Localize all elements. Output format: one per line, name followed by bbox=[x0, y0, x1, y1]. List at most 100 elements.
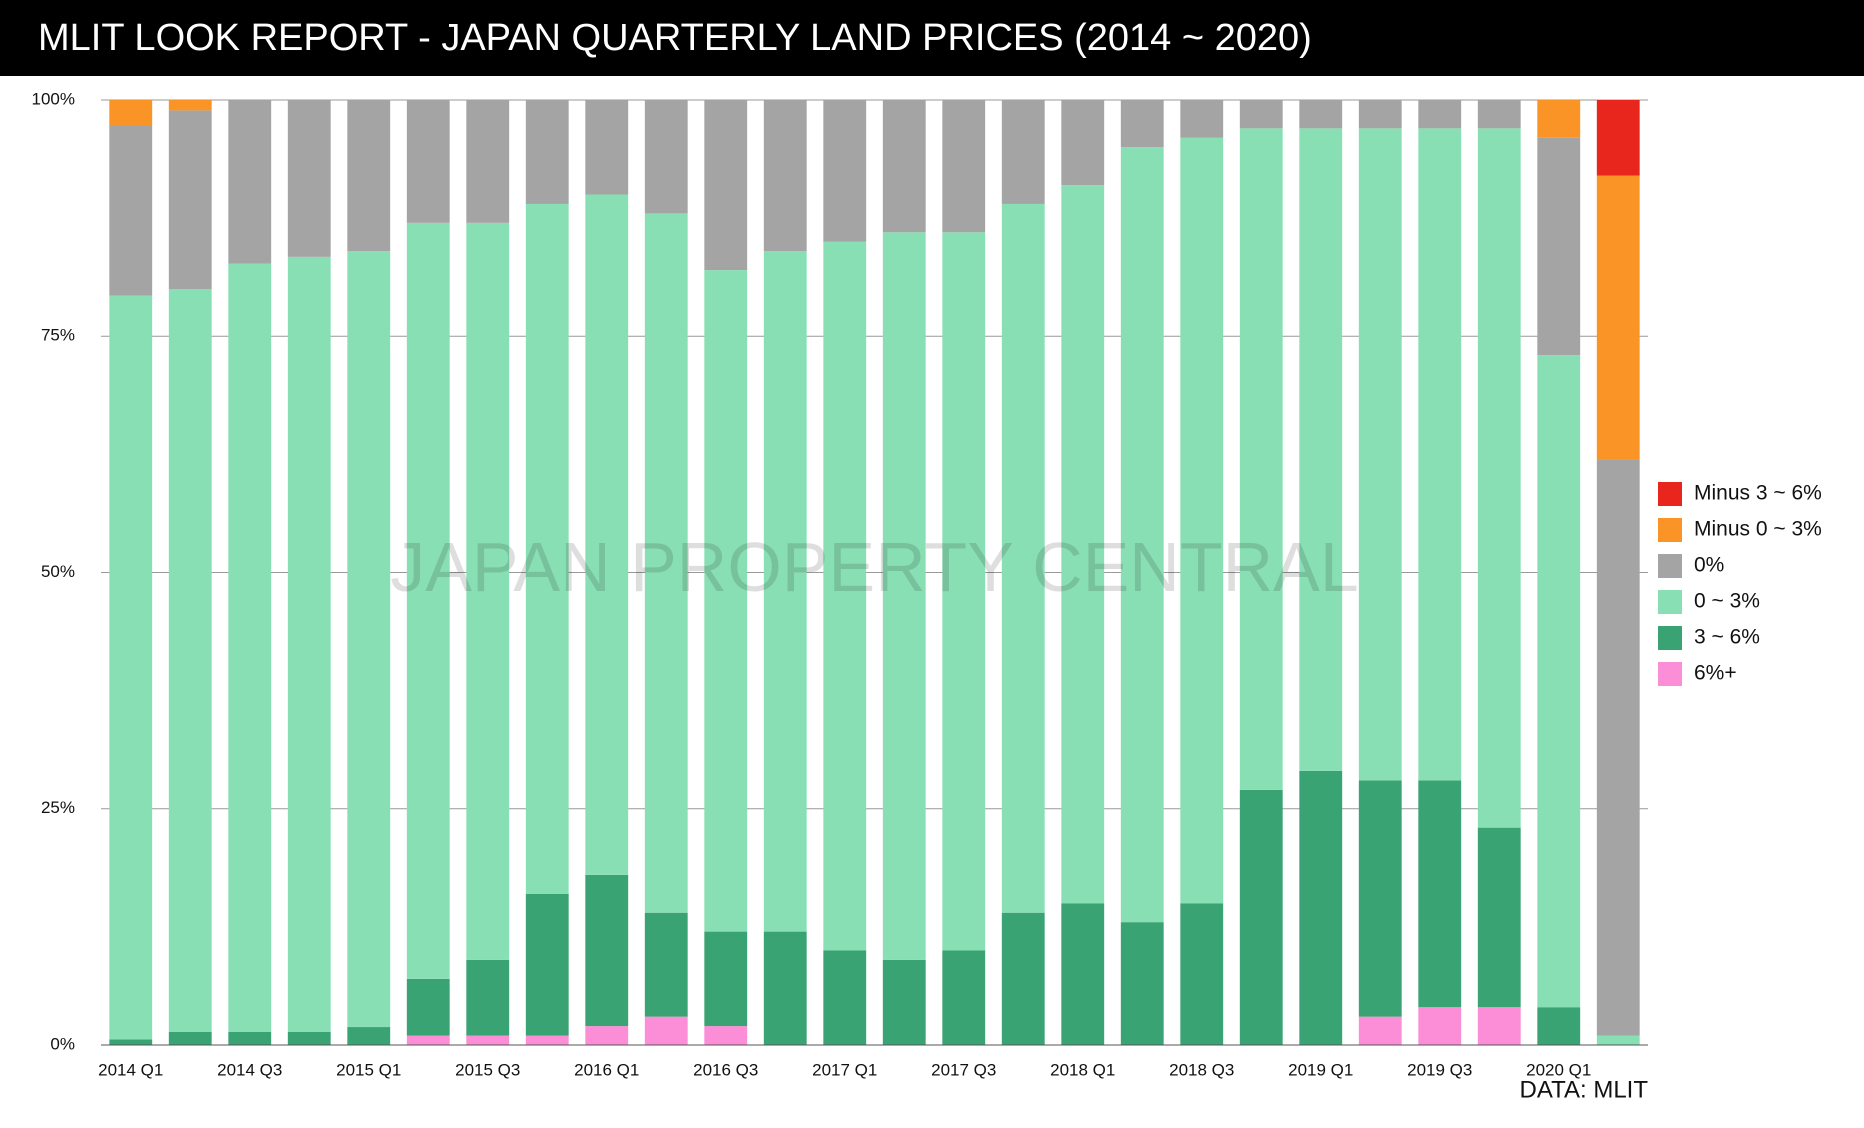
bar-segment bbox=[168, 1031, 212, 1045]
bar-segment bbox=[109, 1039, 153, 1045]
bar-segment bbox=[228, 1031, 272, 1045]
bar-segment bbox=[466, 1035, 510, 1045]
bar-segment bbox=[109, 295, 153, 1040]
bar-segment bbox=[942, 100, 986, 233]
bar-segment bbox=[1418, 780, 1462, 1008]
bar-segment bbox=[1180, 137, 1224, 904]
x-tick-label: 2016 Q3 bbox=[693, 1060, 758, 1079]
legend-label: 0 ~ 3% bbox=[1694, 590, 1760, 613]
bar-segment bbox=[644, 213, 688, 913]
bar-segment bbox=[763, 251, 807, 932]
bar-segment bbox=[1239, 100, 1283, 129]
bar-segment bbox=[585, 874, 629, 1027]
bar-segment bbox=[406, 1035, 450, 1045]
x-tick-label: 2018 Q3 bbox=[1169, 1060, 1234, 1079]
source: DATA: MLIT bbox=[1520, 1076, 1649, 1103]
bar-segment bbox=[1120, 922, 1164, 1045]
bar-segment bbox=[1239, 128, 1283, 790]
x-tick-label: 2019 Q1 bbox=[1288, 1060, 1353, 1079]
bar-segment bbox=[1299, 128, 1343, 771]
bar-segment bbox=[109, 125, 153, 296]
bar-segment bbox=[1120, 147, 1164, 923]
bar-segment bbox=[287, 1031, 331, 1045]
bar-segment bbox=[525, 893, 569, 1036]
bar-segment bbox=[1120, 100, 1164, 148]
bar-segment bbox=[823, 241, 867, 951]
bar-segment bbox=[347, 251, 391, 1028]
legend-label: Minus 3 ~ 6% bbox=[1694, 482, 1822, 505]
bar-segment bbox=[1180, 100, 1224, 138]
legend-label: Minus 0 ~ 3% bbox=[1694, 518, 1822, 541]
bar-segment bbox=[1537, 355, 1581, 1008]
bar-segment bbox=[287, 100, 331, 257]
bar-segment bbox=[525, 100, 569, 204]
watermark: JAPAN PROPERTY CENTRAL bbox=[390, 528, 1359, 606]
bar-segment bbox=[1001, 203, 1045, 913]
bar-segment bbox=[942, 232, 986, 951]
bar-segment bbox=[1001, 100, 1045, 204]
bar-segment bbox=[1418, 100, 1462, 129]
bar-segment bbox=[1358, 1016, 1402, 1045]
legend-label: 6%+ bbox=[1694, 662, 1737, 685]
title-bar bbox=[0, 0, 1864, 76]
bar-segment bbox=[1358, 128, 1402, 781]
x-tick-label: 2015 Q3 bbox=[455, 1060, 520, 1079]
bar-segment bbox=[1477, 128, 1521, 828]
x-tick-label: 2017 Q1 bbox=[812, 1060, 877, 1079]
bar-segment bbox=[704, 931, 748, 1027]
bar-segment bbox=[466, 222, 510, 960]
bar-segment bbox=[1596, 100, 1640, 176]
bar-segment bbox=[882, 232, 926, 960]
y-tick-label: 0% bbox=[50, 1034, 75, 1053]
bar-segment bbox=[228, 263, 272, 1032]
bar-segment bbox=[109, 100, 153, 126]
legend-label: 0% bbox=[1694, 554, 1724, 577]
bar-segment bbox=[823, 950, 867, 1045]
bar-segment bbox=[1418, 1007, 1462, 1045]
bar-segment bbox=[942, 950, 986, 1045]
bar-segment bbox=[644, 912, 688, 1017]
bar-segment bbox=[1061, 903, 1105, 1045]
x-tick-label: 2015 Q1 bbox=[336, 1060, 401, 1079]
y-tick-label: 75% bbox=[41, 326, 75, 345]
bar-segment bbox=[1299, 770, 1343, 1045]
x-tick-label: 2014 Q1 bbox=[98, 1060, 163, 1079]
bar-segment bbox=[168, 100, 212, 111]
bar-segment bbox=[644, 100, 688, 214]
bar-segment bbox=[406, 222, 450, 979]
bar-segment bbox=[585, 100, 629, 195]
bar-segment bbox=[1537, 1007, 1581, 1045]
x-tick-label: 2019 Q3 bbox=[1407, 1060, 1472, 1079]
bar-segment bbox=[1477, 100, 1521, 129]
bar-segment bbox=[1061, 100, 1105, 186]
legend-swatch bbox=[1658, 482, 1682, 506]
bar-segment bbox=[347, 100, 391, 252]
bar-segment bbox=[704, 1026, 748, 1045]
y-tick-label: 50% bbox=[41, 562, 75, 581]
bar-segment bbox=[347, 1027, 391, 1045]
bar-segment bbox=[406, 100, 450, 223]
legend-swatch bbox=[1658, 554, 1682, 578]
bar-segment bbox=[823, 100, 867, 242]
bar-segment bbox=[585, 1026, 629, 1045]
bar-segment bbox=[168, 289, 212, 1032]
bar-segment bbox=[1477, 1007, 1521, 1045]
bar-segment bbox=[1596, 459, 1640, 1036]
bar-segment bbox=[1596, 1035, 1640, 1045]
bar-segment bbox=[1537, 100, 1581, 138]
bar-segment bbox=[228, 100, 272, 264]
x-tick-label: 2016 Q1 bbox=[574, 1060, 639, 1079]
bar-segment bbox=[644, 1016, 688, 1045]
bar-segment bbox=[1477, 827, 1521, 1008]
bar-segment bbox=[525, 203, 569, 894]
x-tick-label: 2014 Q3 bbox=[217, 1060, 282, 1079]
bar-segment bbox=[882, 100, 926, 233]
x-tick-label: 2018 Q1 bbox=[1050, 1060, 1115, 1079]
bar-segment bbox=[525, 1035, 569, 1045]
chart-title: MLIT LOOK REPORT - JAPAN QUARTERLY LAND … bbox=[38, 17, 1312, 59]
bar-segment bbox=[882, 959, 926, 1045]
bar-segment bbox=[1358, 780, 1402, 1017]
bar-segment bbox=[763, 100, 807, 252]
bar-segment bbox=[1358, 100, 1402, 129]
